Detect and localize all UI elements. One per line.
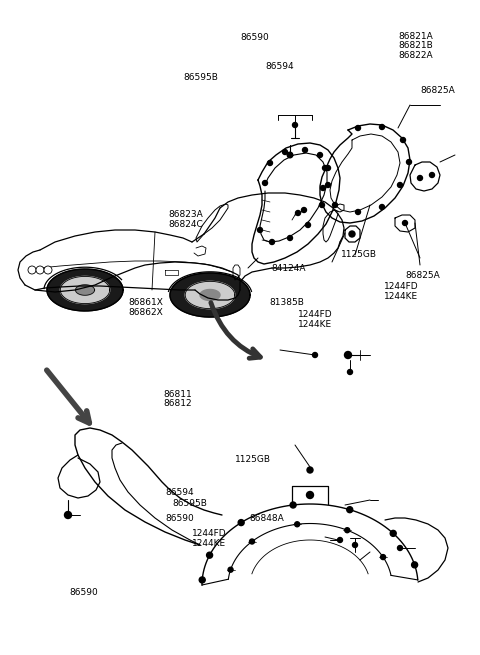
- Circle shape: [390, 531, 396, 536]
- Text: 1244FD: 1244FD: [384, 282, 419, 291]
- Text: 86823A: 86823A: [168, 210, 203, 219]
- Circle shape: [263, 181, 267, 185]
- Circle shape: [269, 240, 275, 244]
- Circle shape: [325, 183, 331, 187]
- Text: 86811: 86811: [163, 390, 192, 399]
- Text: 86590: 86590: [240, 33, 269, 43]
- Text: 1244KE: 1244KE: [384, 291, 418, 301]
- Circle shape: [381, 555, 385, 559]
- Circle shape: [337, 538, 343, 542]
- Text: 86861X: 86861X: [128, 298, 163, 307]
- Text: 86825A: 86825A: [406, 271, 440, 280]
- Text: 1244KE: 1244KE: [298, 320, 332, 329]
- Circle shape: [418, 176, 422, 181]
- Circle shape: [206, 552, 213, 558]
- Circle shape: [295, 522, 300, 527]
- Circle shape: [257, 227, 263, 233]
- Circle shape: [305, 223, 311, 227]
- Text: 86590: 86590: [70, 588, 98, 597]
- Circle shape: [345, 352, 351, 358]
- Circle shape: [64, 512, 72, 519]
- Circle shape: [430, 172, 434, 178]
- Circle shape: [320, 202, 324, 208]
- Circle shape: [307, 491, 313, 498]
- Circle shape: [345, 528, 350, 533]
- Circle shape: [347, 507, 353, 513]
- Text: 86848A: 86848A: [250, 514, 284, 523]
- Text: 86822A: 86822A: [398, 51, 433, 60]
- Polygon shape: [185, 282, 235, 309]
- Circle shape: [44, 266, 52, 274]
- Text: 86812: 86812: [163, 399, 192, 408]
- Circle shape: [412, 562, 418, 568]
- Circle shape: [292, 122, 298, 128]
- Circle shape: [287, 152, 293, 158]
- Circle shape: [380, 204, 384, 210]
- Circle shape: [321, 185, 325, 191]
- Circle shape: [352, 542, 358, 548]
- Text: 86821A: 86821A: [398, 31, 433, 41]
- Circle shape: [349, 231, 355, 237]
- Text: 1244FD: 1244FD: [192, 529, 227, 538]
- Circle shape: [348, 369, 352, 375]
- Text: 86595B: 86595B: [183, 73, 218, 82]
- Text: 86821B: 86821B: [398, 41, 433, 50]
- Circle shape: [199, 577, 205, 583]
- Circle shape: [302, 147, 308, 153]
- Polygon shape: [47, 269, 123, 311]
- Circle shape: [400, 138, 406, 143]
- Circle shape: [238, 519, 244, 525]
- Text: 1125GB: 1125GB: [341, 250, 377, 259]
- Text: 86590: 86590: [166, 514, 194, 523]
- Circle shape: [317, 153, 323, 157]
- Text: 1125GB: 1125GB: [235, 455, 271, 464]
- Circle shape: [290, 502, 296, 508]
- Circle shape: [380, 124, 384, 130]
- Polygon shape: [60, 276, 110, 303]
- Circle shape: [28, 266, 36, 274]
- Polygon shape: [200, 290, 220, 301]
- Text: 86594: 86594: [166, 488, 194, 497]
- Circle shape: [36, 266, 44, 274]
- Text: 1244KE: 1244KE: [192, 539, 226, 548]
- Circle shape: [288, 236, 292, 240]
- Circle shape: [312, 352, 317, 358]
- Circle shape: [228, 567, 233, 572]
- Circle shape: [356, 210, 360, 214]
- Text: 81385B: 81385B: [270, 298, 305, 307]
- Polygon shape: [170, 273, 250, 317]
- Text: 86594: 86594: [265, 62, 294, 71]
- Circle shape: [323, 166, 327, 170]
- Circle shape: [296, 210, 300, 215]
- Circle shape: [283, 149, 288, 155]
- Circle shape: [356, 126, 360, 130]
- Circle shape: [333, 202, 337, 208]
- Polygon shape: [75, 285, 95, 295]
- Circle shape: [403, 221, 408, 225]
- Text: 86862X: 86862X: [129, 308, 163, 317]
- Text: 86825A: 86825A: [420, 86, 455, 95]
- Circle shape: [397, 546, 403, 550]
- Circle shape: [301, 208, 307, 212]
- Text: 84124A: 84124A: [271, 264, 306, 273]
- Circle shape: [407, 160, 411, 164]
- Text: 86824C: 86824C: [168, 219, 203, 229]
- Circle shape: [397, 183, 403, 187]
- Circle shape: [307, 467, 313, 473]
- Circle shape: [325, 166, 331, 170]
- Circle shape: [250, 539, 254, 544]
- Text: 1244FD: 1244FD: [298, 310, 332, 319]
- Text: 86595B: 86595B: [173, 498, 208, 508]
- Circle shape: [267, 160, 273, 166]
